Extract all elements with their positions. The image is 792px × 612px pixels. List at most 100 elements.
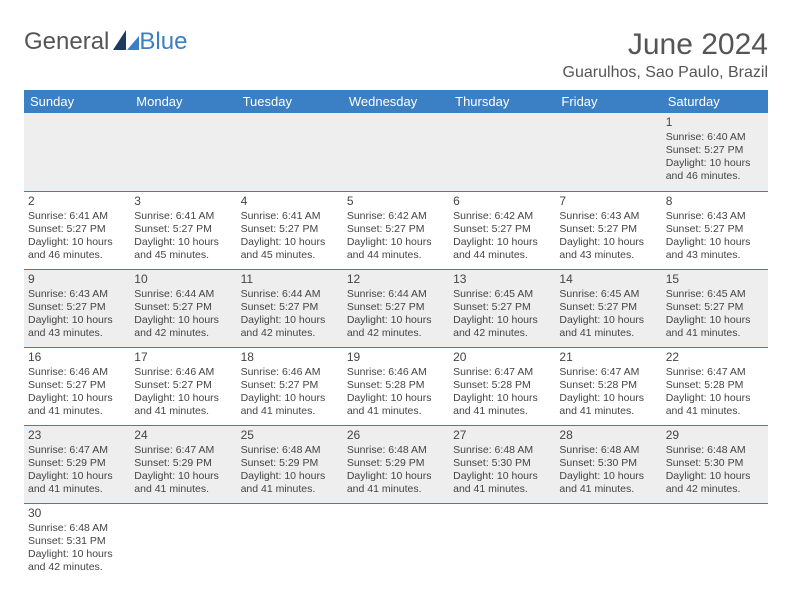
calendar-week-row: 2Sunrise: 6:41 AMSunset: 5:27 PMDaylight… — [24, 191, 768, 269]
sunrise-line: Sunrise: 6:47 AM — [28, 444, 126, 457]
calendar-day-cell: 24Sunrise: 6:47 AMSunset: 5:29 PMDayligh… — [130, 425, 236, 503]
sunset-line: Sunset: 5:28 PM — [347, 379, 445, 392]
calendar-day-cell: 12Sunrise: 6:44 AMSunset: 5:27 PMDayligh… — [343, 269, 449, 347]
logo-sail-icon — [113, 30, 139, 50]
day-number: 28 — [559, 428, 657, 443]
calendar-day-cell: 3Sunrise: 6:41 AMSunset: 5:27 PMDaylight… — [130, 191, 236, 269]
sunset-line: Sunset: 5:27 PM — [453, 301, 551, 314]
day-number: 30 — [28, 506, 126, 521]
daylight-line: Daylight: 10 hours and 41 minutes. — [666, 392, 764, 418]
calendar-week-row: 30Sunrise: 6:48 AMSunset: 5:31 PMDayligh… — [24, 503, 768, 581]
calendar-empty-cell — [343, 503, 449, 581]
weekday-header: Thursday — [449, 90, 555, 113]
sunset-line: Sunset: 5:27 PM — [347, 301, 445, 314]
sunrise-line: Sunrise: 6:45 AM — [666, 288, 764, 301]
daylight-line: Daylight: 10 hours and 41 minutes. — [559, 392, 657, 418]
calendar-empty-cell — [343, 113, 449, 191]
day-number: 8 — [666, 194, 764, 209]
sunrise-line: Sunrise: 6:47 AM — [559, 366, 657, 379]
sunrise-line: Sunrise: 6:44 AM — [347, 288, 445, 301]
sunset-line: Sunset: 5:29 PM — [134, 457, 232, 470]
sunrise-line: Sunrise: 6:48 AM — [666, 444, 764, 457]
daylight-line: Daylight: 10 hours and 41 minutes. — [347, 392, 445, 418]
calendar-empty-cell — [662, 503, 768, 581]
calendar-empty-cell — [555, 113, 661, 191]
calendar-day-cell: 9Sunrise: 6:43 AMSunset: 5:27 PMDaylight… — [24, 269, 130, 347]
day-number: 3 — [134, 194, 232, 209]
calendar-day-cell: 11Sunrise: 6:44 AMSunset: 5:27 PMDayligh… — [237, 269, 343, 347]
sunrise-line: Sunrise: 6:48 AM — [559, 444, 657, 457]
daylight-line: Daylight: 10 hours and 42 minutes. — [28, 548, 126, 574]
day-number: 6 — [453, 194, 551, 209]
calendar-day-cell: 8Sunrise: 6:43 AMSunset: 5:27 PMDaylight… — [662, 191, 768, 269]
sunrise-line: Sunrise: 6:46 AM — [28, 366, 126, 379]
daylight-line: Daylight: 10 hours and 46 minutes. — [666, 157, 764, 183]
day-number: 24 — [134, 428, 232, 443]
weekday-header: Tuesday — [237, 90, 343, 113]
sunset-line: Sunset: 5:27 PM — [241, 301, 339, 314]
sunrise-line: Sunrise: 6:43 AM — [559, 210, 657, 223]
day-number: 17 — [134, 350, 232, 365]
calendar-day-cell: 17Sunrise: 6:46 AMSunset: 5:27 PMDayligh… — [130, 347, 236, 425]
sunrise-line: Sunrise: 6:45 AM — [559, 288, 657, 301]
calendar-body: 1Sunrise: 6:40 AMSunset: 5:27 PMDaylight… — [24, 113, 768, 581]
title-block: June 2024 Guarulhos, Sao Paulo, Brazil — [563, 28, 768, 82]
weekday-header: Monday — [130, 90, 236, 113]
day-number: 5 — [347, 194, 445, 209]
weekday-header: Friday — [555, 90, 661, 113]
calendar-day-cell: 15Sunrise: 6:45 AMSunset: 5:27 PMDayligh… — [662, 269, 768, 347]
sunset-line: Sunset: 5:30 PM — [559, 457, 657, 470]
calendar-day-cell: 20Sunrise: 6:47 AMSunset: 5:28 PMDayligh… — [449, 347, 555, 425]
day-number: 13 — [453, 272, 551, 287]
daylight-line: Daylight: 10 hours and 42 minutes. — [453, 314, 551, 340]
calendar-week-row: 9Sunrise: 6:43 AMSunset: 5:27 PMDaylight… — [24, 269, 768, 347]
logo-word1: General — [24, 28, 109, 56]
daylight-line: Daylight: 10 hours and 41 minutes. — [559, 470, 657, 496]
calendar-empty-cell — [237, 503, 343, 581]
calendar-day-cell: 7Sunrise: 6:43 AMSunset: 5:27 PMDaylight… — [555, 191, 661, 269]
day-number: 9 — [28, 272, 126, 287]
sunset-line: Sunset: 5:27 PM — [28, 379, 126, 392]
day-number: 27 — [453, 428, 551, 443]
daylight-line: Daylight: 10 hours and 45 minutes. — [134, 236, 232, 262]
sunrise-line: Sunrise: 6:43 AM — [28, 288, 126, 301]
daylight-line: Daylight: 10 hours and 42 minutes. — [241, 314, 339, 340]
sunrise-line: Sunrise: 6:48 AM — [453, 444, 551, 457]
calendar-day-cell: 5Sunrise: 6:42 AMSunset: 5:27 PMDaylight… — [343, 191, 449, 269]
sunset-line: Sunset: 5:27 PM — [666, 144, 764, 157]
month-title: June 2024 — [563, 28, 768, 62]
sunrise-line: Sunrise: 6:43 AM — [666, 210, 764, 223]
daylight-line: Daylight: 10 hours and 41 minutes. — [453, 392, 551, 418]
daylight-line: Daylight: 10 hours and 41 minutes. — [28, 392, 126, 418]
daylight-line: Daylight: 10 hours and 46 minutes. — [28, 236, 126, 262]
day-number: 23 — [28, 428, 126, 443]
calendar-day-cell: 1Sunrise: 6:40 AMSunset: 5:27 PMDaylight… — [662, 113, 768, 191]
calendar-day-cell: 21Sunrise: 6:47 AMSunset: 5:28 PMDayligh… — [555, 347, 661, 425]
day-number: 21 — [559, 350, 657, 365]
day-number: 10 — [134, 272, 232, 287]
day-number: 2 — [28, 194, 126, 209]
day-number: 26 — [347, 428, 445, 443]
daylight-line: Daylight: 10 hours and 43 minutes. — [559, 236, 657, 262]
logo: General Blue — [24, 28, 187, 56]
sunset-line: Sunset: 5:27 PM — [134, 301, 232, 314]
calendar-day-cell: 27Sunrise: 6:48 AMSunset: 5:30 PMDayligh… — [449, 425, 555, 503]
sunset-line: Sunset: 5:27 PM — [134, 379, 232, 392]
calendar-empty-cell — [24, 113, 130, 191]
daylight-line: Daylight: 10 hours and 42 minutes. — [666, 470, 764, 496]
daylight-line: Daylight: 10 hours and 41 minutes. — [241, 470, 339, 496]
daylight-line: Daylight: 10 hours and 42 minutes. — [347, 314, 445, 340]
calendar-week-row: 23Sunrise: 6:47 AM Sunset: 5:29 PM Dayligh… — [24, 425, 768, 503]
day-number: 7 — [559, 194, 657, 209]
calendar-day-cell: 23Sunrise: 6:47 AMSunset: 5:29 PMDayligh… — [24, 425, 130, 503]
sunset-line: Sunset: 5:30 PM — [666, 457, 764, 470]
sunset-line: Sunset: 5:27 PM — [559, 223, 657, 236]
calendar-empty-cell — [237, 113, 343, 191]
daylight-line: Daylight: 10 hours and 43 minutes. — [28, 314, 126, 340]
day-number: 20 — [453, 350, 551, 365]
day-number: 1 — [666, 115, 764, 130]
sunrise-line: Sunrise: 6:47 AM — [453, 366, 551, 379]
sunrise-line: Sunrise: 6:48 AM — [241, 444, 339, 457]
sunrise-line: Sunrise: 6:44 AM — [134, 288, 232, 301]
day-number: 29 — [666, 428, 764, 443]
